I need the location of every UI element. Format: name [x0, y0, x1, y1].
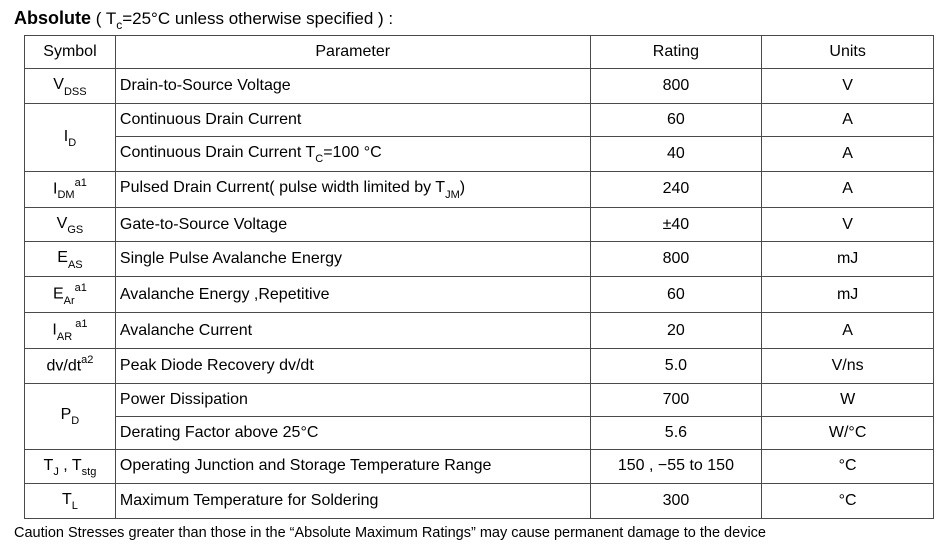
cell-symbol: VDSS — [25, 69, 116, 104]
cell-rating: 800 — [590, 69, 762, 104]
table-row: IDContinuous Drain Current60A — [25, 104, 934, 137]
table-header-row: Symbol Parameter Rating Units — [25, 36, 934, 69]
cell-parameter: Avalanche Current — [115, 313, 590, 349]
cell-units: A — [762, 137, 934, 172]
cell-rating: 150 , −55 to 150 — [590, 449, 762, 484]
table-row: VDSSDrain-to-Source Voltage800V — [25, 69, 934, 104]
cell-parameter: Continuous Drain Current — [115, 104, 590, 137]
cell-rating: 5.6 — [590, 416, 762, 449]
cell-units: mJ — [762, 242, 934, 277]
cell-parameter: Peak Diode Recovery dv/dt — [115, 349, 590, 383]
cell-units: V — [762, 207, 934, 242]
cell-symbol: VGS — [25, 207, 116, 242]
ratings-table: Symbol Parameter Rating Units VDSSDrain-… — [24, 35, 934, 519]
col-rating: Rating — [590, 36, 762, 69]
table-row: VGSGate-to-Source Voltage±40V — [25, 207, 934, 242]
cell-symbol: TJ , Tstg — [25, 449, 116, 484]
cell-units: W/°C — [762, 416, 934, 449]
cell-parameter: Operating Junction and Storage Temperatu… — [115, 449, 590, 484]
cell-rating: 5.0 — [590, 349, 762, 383]
cell-symbol: ID — [25, 104, 116, 172]
cell-units: °C — [762, 449, 934, 484]
cell-units: °C — [762, 484, 934, 519]
cell-rating: 240 — [590, 171, 762, 207]
cell-symbol: PD — [25, 383, 116, 449]
table-row: TLMaximum Temperature for Soldering300°C — [25, 484, 934, 519]
cell-parameter: Pulsed Drain Current( pulse width limite… — [115, 171, 590, 207]
table-body: VDSSDrain-to-Source Voltage800VIDContinu… — [25, 69, 934, 519]
cell-parameter: Continuous Drain Current TC=100 °C — [115, 137, 590, 172]
cell-units: A — [762, 171, 934, 207]
cell-symbol: IDMa1 — [25, 171, 116, 207]
heading-note-open: ( T — [91, 9, 116, 28]
table-row: Derating Factor above 25°C5.6W/°C — [25, 416, 934, 449]
cell-rating: 40 — [590, 137, 762, 172]
cell-rating: 800 — [590, 242, 762, 277]
cell-parameter: Avalanche Energy ,Repetitive — [115, 277, 590, 313]
section-heading: Absolute ( Tc=25°C unless otherwise spec… — [14, 8, 930, 31]
cell-rating: 60 — [590, 277, 762, 313]
cell-symbol: TL — [25, 484, 116, 519]
col-symbol: Symbol — [25, 36, 116, 69]
table-row: EASSingle Pulse Avalanche Energy800mJ — [25, 242, 934, 277]
cell-symbol: EAS — [25, 242, 116, 277]
cell-units: V — [762, 69, 934, 104]
table-row: PDPower Dissipation700W — [25, 383, 934, 416]
cell-units: W — [762, 383, 934, 416]
cell-rating: 300 — [590, 484, 762, 519]
table-row: TJ , TstgOperating Junction and Storage … — [25, 449, 934, 484]
heading-note-rest: =25°C unless otherwise specified ) : — [122, 9, 393, 28]
table-row: EAra1Avalanche Energy ,Repetitive60mJ — [25, 277, 934, 313]
table-row: dv/dta2Peak Diode Recovery dv/dt5.0V/ns — [25, 349, 934, 383]
col-units: Units — [762, 36, 934, 69]
cell-units: A — [762, 104, 934, 137]
cell-parameter: Derating Factor above 25°C — [115, 416, 590, 449]
cell-rating: 700 — [590, 383, 762, 416]
cell-rating: ±40 — [590, 207, 762, 242]
table-row: IAR a1Avalanche Current20A — [25, 313, 934, 349]
table-row: Continuous Drain Current TC=100 °C40A — [25, 137, 934, 172]
cell-parameter: Single Pulse Avalanche Energy — [115, 242, 590, 277]
table-row: IDMa1Pulsed Drain Current( pulse width l… — [25, 171, 934, 207]
heading-title: Absolute — [14, 8, 91, 28]
cell-units: mJ — [762, 277, 934, 313]
heading-note-sub: c — [116, 18, 122, 32]
col-parameter: Parameter — [115, 36, 590, 69]
cell-rating: 60 — [590, 104, 762, 137]
caution-text: Caution Stresses greater than those in t… — [14, 525, 930, 541]
cell-parameter: Gate-to-Source Voltage — [115, 207, 590, 242]
cell-parameter: Maximum Temperature for Soldering — [115, 484, 590, 519]
cell-symbol: dv/dta2 — [25, 349, 116, 383]
cell-rating: 20 — [590, 313, 762, 349]
cell-parameter: Drain-to-Source Voltage — [115, 69, 590, 104]
cell-units: A — [762, 313, 934, 349]
cell-symbol: IAR a1 — [25, 313, 116, 349]
cell-parameter: Power Dissipation — [115, 383, 590, 416]
cell-units: V/ns — [762, 349, 934, 383]
cell-symbol: EAra1 — [25, 277, 116, 313]
